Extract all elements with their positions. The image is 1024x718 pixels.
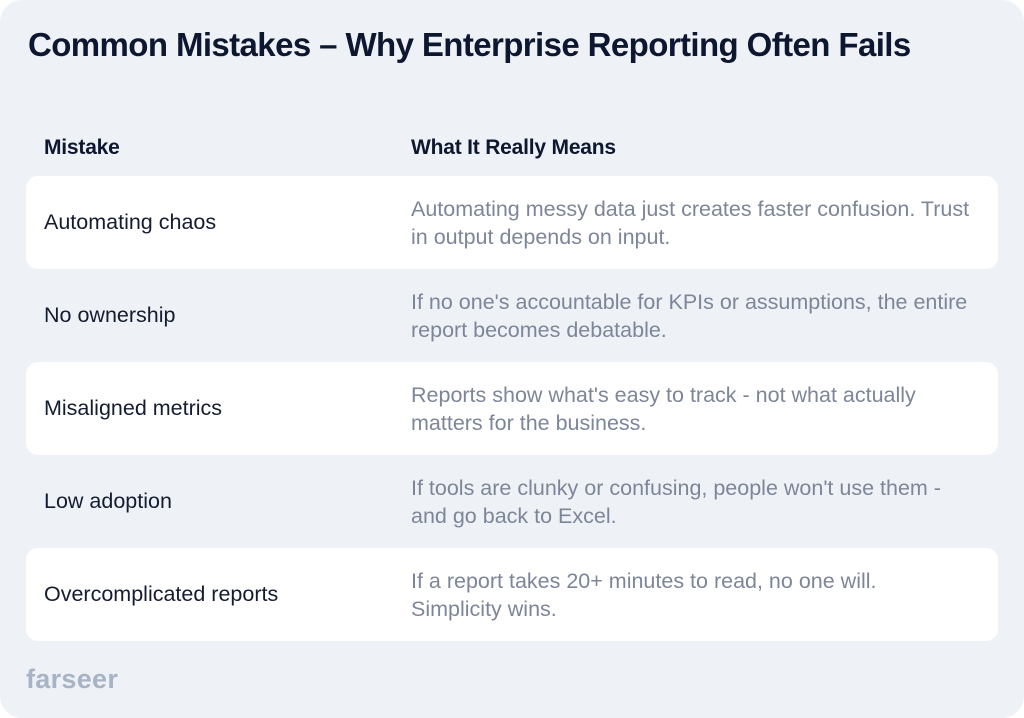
meaning-text: Automating messy data just creates faste… (411, 196, 970, 249)
table-row: Misaligned metrics Reports show what's e… (26, 362, 998, 455)
table-row: Automating chaos Automating messy data j… (26, 176, 998, 269)
mistake-cell: Overcomplicated reports (44, 582, 279, 606)
farseer-logo: farseer (26, 664, 119, 694)
column-header-meaning: What It Really Means (411, 136, 616, 159)
meaning-text: Reports show what's easy to track - not … (411, 382, 916, 435)
meaning-text: If tools are clunky or confusing, people… (411, 475, 941, 528)
column-header-mistake: Mistake (44, 136, 120, 159)
page-title: Common Mistakes – Why Enterprise Reporti… (28, 26, 911, 63)
meaning-cell: Automating messy data just creates faste… (411, 176, 971, 269)
table-row: Overcomplicated reports If a report take… (26, 548, 998, 641)
table-row: No ownership If no one's accountable for… (26, 269, 998, 362)
meaning-text: If a report takes 20+ minutes to read, n… (411, 568, 877, 621)
mistake-cell: Automating chaos (44, 210, 217, 234)
meaning-cell: Reports show what's easy to track - not … (411, 362, 971, 455)
mistake-cell: Misaligned metrics (44, 396, 223, 420)
meaning-cell: If tools are clunky or confusing, people… (411, 455, 971, 548)
meaning-cell: If no one's accountable for KPIs or assu… (411, 269, 971, 362)
table-row: Low adoption If tools are clunky or conf… (26, 455, 998, 548)
meaning-text: If no one's accountable for KPIs or assu… (411, 289, 968, 342)
mistake-cell: No ownership (44, 303, 176, 327)
mistake-cell: Low adoption (44, 489, 172, 513)
mistakes-table: Automating chaos Automating messy data j… (26, 176, 998, 641)
meaning-cell: If a report takes 20+ minutes to read, n… (411, 548, 971, 641)
